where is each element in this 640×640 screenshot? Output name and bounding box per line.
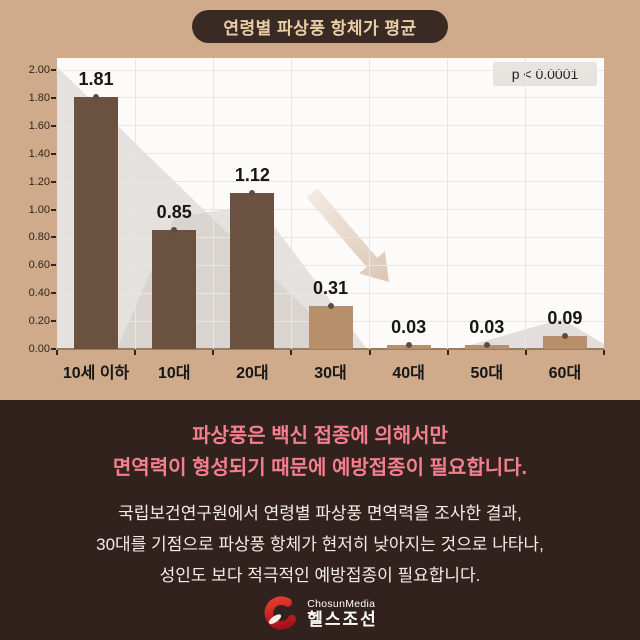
gridline-horizontal [57,70,604,71]
chosun-crescent-icon [262,594,300,632]
description-line-2: 30대를 기점으로 파상풍 항체가 현저히 낮아지는 것으로 나타나, [0,529,640,560]
logo-text: ChosunMedia 헬스조선 [307,598,378,629]
description-line-3: 성인도 보다 적극적인 예방접종이 필요합니다. [0,560,640,591]
y-axis-tick [51,236,56,238]
y-axis-label: 0.60 [0,258,50,272]
bar-value-label: 0.31 [313,278,348,299]
y-axis-tick [51,320,56,322]
x-axis-label: 10세 이하 [63,359,129,383]
x-axis-tick [134,350,136,355]
y-axis-label: 1.40 [0,147,50,161]
gridline-vertical [291,58,292,349]
y-axis-tick [51,209,56,211]
y-axis-tick [51,69,56,71]
gridline-vertical [525,58,526,349]
bar-dot [484,342,490,348]
description-line-1: 국립보건연구원에서 연령별 파상풍 면역력을 조사한 결과, [0,498,640,529]
gridline-vertical [369,58,370,349]
bar [152,230,196,349]
x-axis-label: 30대 [314,359,347,383]
gridline-vertical [213,58,214,349]
publisher-logo: ChosunMedia 헬스조선 [262,594,378,632]
x-axis-tick [212,350,214,355]
bar-value-label: 0.03 [469,317,504,338]
y-axis-label: 1.00 [0,203,50,217]
bar-value-label: 0.85 [157,202,192,223]
logo-name: 헬스조선 [307,610,378,629]
y-axis-label: 1.20 [0,175,50,189]
logo-brand: ChosunMedia [307,598,378,610]
y-axis-tick [51,292,56,294]
gridline-vertical [447,58,448,349]
x-axis-tick [369,350,371,355]
chart-plot: p < 0.0001 1.81 0.85 1.12 0.31 0.03 0.03 0.09 [57,58,604,349]
statement-line-2: 면역력이 형성되기 때문에 예방접종이 필요합니다. [0,452,640,484]
x-axis-label: 10대 [158,359,191,383]
p-value-text: p < 0.0001 [512,66,579,82]
declining-trend-arrow-icon [307,188,389,282]
infographic-card: 연령별 파상풍 항체가 평균 p < 0.0001 [0,0,640,640]
page-title-text: 연령별 파상풍 항체가 평균 [223,14,416,39]
x-axis-tick [56,350,58,355]
key-statement: 파상풍은 백신 접종에 의해서만 면역력이 형성되기 때문에 예방접종이 필요합… [0,420,640,484]
bar-value-label: 0.03 [391,317,426,338]
y-axis-label: 2.00 [0,63,50,77]
y-axis-tick [51,125,56,127]
y-axis-label: 0.20 [0,314,50,328]
bar-dot [328,303,334,309]
x-axis-label: 40대 [392,359,425,383]
gridline-horizontal [57,209,604,210]
description-text: 국립보건연구원에서 연령별 파상풍 면역력을 조사한 결과, 30대를 기점으로… [0,498,640,591]
y-axis-label: 1.80 [0,91,50,105]
x-axis-label: 50대 [471,359,504,383]
bar [309,306,353,349]
bar [230,193,274,349]
bar-value-label: 0.09 [547,308,582,329]
y-axis-label: 0.80 [0,230,50,244]
bar-value-label: 1.12 [235,165,270,186]
gridline-vertical [135,58,136,349]
bar-dot [93,94,99,100]
bar-dot [406,342,412,348]
gridline-horizontal [57,237,604,238]
x-axis-label: 60대 [549,359,582,383]
gridline-horizontal [57,265,604,266]
x-axis-tick [603,350,605,355]
gridline-horizontal [57,181,604,182]
y-axis-label: 0.40 [0,286,50,300]
gridline-horizontal [57,153,604,154]
x-axis-label: 20대 [236,359,269,383]
y-axis-label: 1.60 [0,119,50,133]
x-axis-tick [525,350,527,355]
bottom-section: 파상풍은 백신 접종에 의해서만 면역력이 형성되기 때문에 예방접종이 필요합… [0,400,640,640]
y-axis-tick [51,181,56,183]
page-title: 연령별 파상풍 항체가 평균 [192,10,448,43]
top-section: 연령별 파상풍 항체가 평균 p < 0.0001 [0,0,640,400]
bar-value-label: 1.81 [79,69,114,90]
y-axis-label: 0.00 [0,342,50,356]
x-axis-tick [447,350,449,355]
p-value-badge: p < 0.0001 [493,62,597,86]
x-axis-tick [290,350,292,355]
bar [74,97,118,349]
y-axis-tick [51,97,56,99]
y-axis-tick [51,153,56,155]
gridline-horizontal [57,125,604,126]
statement-line-1: 파상풍은 백신 접종에 의해서만 [0,420,640,452]
gridline-horizontal [57,97,604,98]
y-axis-tick [51,264,56,266]
